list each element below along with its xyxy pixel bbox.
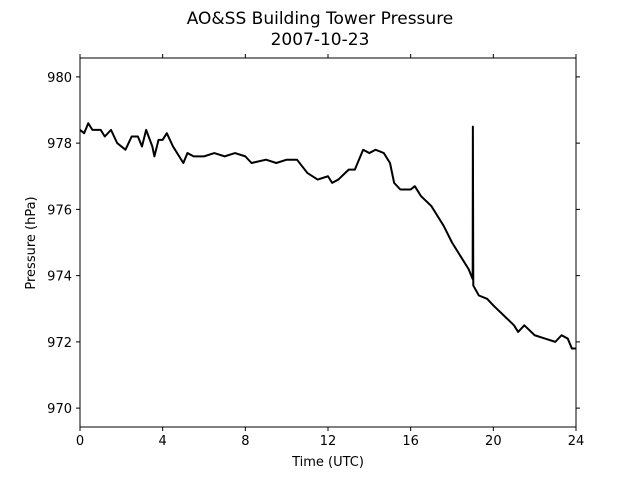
y-tick-label: 974 bbox=[47, 270, 72, 285]
plot-frame bbox=[79, 57, 577, 428]
y-tick-label: 980 bbox=[47, 71, 72, 86]
x-tick-label: 16 bbox=[402, 434, 419, 449]
y-tick-label: 970 bbox=[47, 402, 72, 417]
y-axis-label: Pressure (hPa) bbox=[24, 196, 39, 289]
x-tick-label: 20 bbox=[485, 434, 502, 449]
y-tick-label: 976 bbox=[47, 203, 72, 218]
data-line bbox=[79, 122, 576, 350]
chart-title: AO&SS Building Tower Pressure bbox=[187, 9, 454, 29]
x-tick-label: 0 bbox=[76, 434, 84, 449]
y-tick-label: 978 bbox=[47, 137, 72, 152]
x-tick-label: 8 bbox=[241, 434, 249, 449]
x-tick-label: 24 bbox=[568, 434, 585, 449]
x-tick-label: 12 bbox=[320, 434, 337, 449]
chart-subtitle: 2007-10-23 bbox=[271, 30, 370, 50]
y-tick-label: 972 bbox=[47, 336, 72, 351]
x-tick-label: 4 bbox=[159, 434, 167, 449]
x-axis-label: Time (UTC) bbox=[291, 455, 364, 470]
